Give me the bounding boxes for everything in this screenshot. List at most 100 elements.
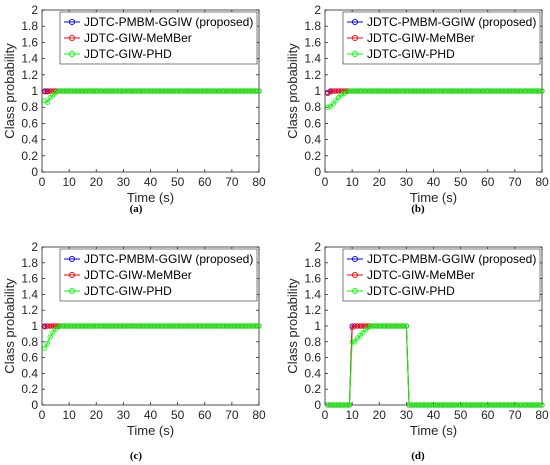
data-point <box>120 323 126 329</box>
data-point <box>363 88 369 94</box>
data-point <box>185 88 192 94</box>
x-tick-label: 10 <box>345 408 359 422</box>
x-tick-label: 80 <box>252 175 266 189</box>
data-point <box>183 323 189 329</box>
x-axis-label: Time (s) <box>127 423 174 438</box>
data-point <box>514 402 521 408</box>
data-point <box>539 402 545 408</box>
data-point <box>523 88 529 94</box>
data-point <box>142 88 148 94</box>
data-point <box>468 402 475 408</box>
data-point <box>237 88 243 94</box>
data-point <box>512 402 518 408</box>
data-point <box>107 323 113 329</box>
data-point <box>352 88 358 94</box>
data-point <box>115 88 121 94</box>
data-point <box>99 323 105 329</box>
data-point <box>80 323 86 329</box>
data-point <box>482 88 488 94</box>
data-point <box>368 88 374 94</box>
data-point <box>55 88 61 94</box>
data-point <box>425 88 431 94</box>
data-point <box>395 88 401 94</box>
y-tick-label: 1 <box>314 319 321 333</box>
legend-swatch-marker <box>351 255 359 263</box>
data-point <box>444 88 450 94</box>
data-point <box>447 402 453 408</box>
legend-swatch-marker <box>68 34 76 42</box>
x-tick-label: 50 <box>171 175 185 189</box>
data-point <box>229 88 235 94</box>
legend-swatch-marker <box>351 34 359 42</box>
data-point <box>147 88 154 94</box>
data-point <box>74 323 80 329</box>
data-point <box>250 88 257 94</box>
data-point <box>77 88 83 94</box>
data-point <box>392 323 399 329</box>
legend-swatch-marker <box>68 287 76 295</box>
data-point <box>420 88 426 94</box>
data-point <box>118 323 124 329</box>
data-point <box>139 88 145 94</box>
data-point <box>531 88 537 94</box>
x-axis-label: Time (s) <box>410 423 457 438</box>
data-point <box>487 88 494 94</box>
data-point <box>69 323 75 329</box>
data-point <box>156 323 162 329</box>
y-tick-label: 0.6 <box>21 351 38 365</box>
data-point <box>327 402 334 408</box>
data-point <box>142 323 148 329</box>
data-point <box>436 88 442 94</box>
x-tick-label: 30 <box>400 175 414 189</box>
x-tick-label: 30 <box>400 408 414 422</box>
data-point <box>169 88 175 94</box>
data-point <box>430 402 437 408</box>
data-point <box>479 88 485 94</box>
chart-panel-2: 00.20.40.60.811.21.41.61.820 10 20 30 40 50 60… <box>285 3 549 215</box>
data-point <box>194 88 200 94</box>
x-tick-label: 20 <box>373 408 387 422</box>
y-tick-label: 2 <box>314 3 321 17</box>
x-tick-label: 70 <box>225 408 239 422</box>
data-point <box>517 402 523 408</box>
legend-entry-jdtc-pmbm-ggiw-proposed: JDTC-PMBM-GGIW (proposed) <box>84 252 253 266</box>
data-point <box>80 88 86 94</box>
data-point <box>128 323 135 329</box>
x-tick-label: 0 <box>322 408 329 422</box>
y-tick-label: 0.8 <box>304 100 321 114</box>
data-point <box>109 88 116 94</box>
x-tick-label: 60 <box>198 175 212 189</box>
legend-entry-jdtc-pmbm-ggiw-proposed: JDTC-PMBM-GGIW (proposed) <box>367 252 536 266</box>
data-point <box>523 402 529 408</box>
data-point <box>382 88 388 94</box>
data-point <box>414 88 420 94</box>
data-point <box>471 88 477 94</box>
data-point <box>90 323 97 329</box>
data-point <box>384 88 390 94</box>
data-point <box>107 88 113 94</box>
data-point <box>248 88 254 94</box>
data-point <box>161 88 167 94</box>
data-point <box>63 323 70 329</box>
x-tick-label: 20 <box>90 408 104 422</box>
x-axis-label: Time (s) <box>410 190 457 205</box>
data-point <box>390 323 396 329</box>
data-point <box>509 402 515 408</box>
data-point <box>126 88 132 94</box>
data-point <box>82 88 89 94</box>
x-tick-label: 70 <box>225 175 239 189</box>
data-point <box>215 88 221 94</box>
data-point <box>115 323 121 329</box>
data-point <box>223 323 230 329</box>
data-point <box>474 88 480 94</box>
data-point <box>191 323 197 329</box>
data-point <box>42 98 48 104</box>
data-point <box>512 88 518 94</box>
y-tick-label: 0.4 <box>21 366 38 380</box>
data-point <box>536 402 542 408</box>
data-point <box>425 402 431 408</box>
data-point <box>531 402 537 408</box>
y-tick-label: 1.2 <box>304 303 321 317</box>
data-point <box>458 402 464 408</box>
